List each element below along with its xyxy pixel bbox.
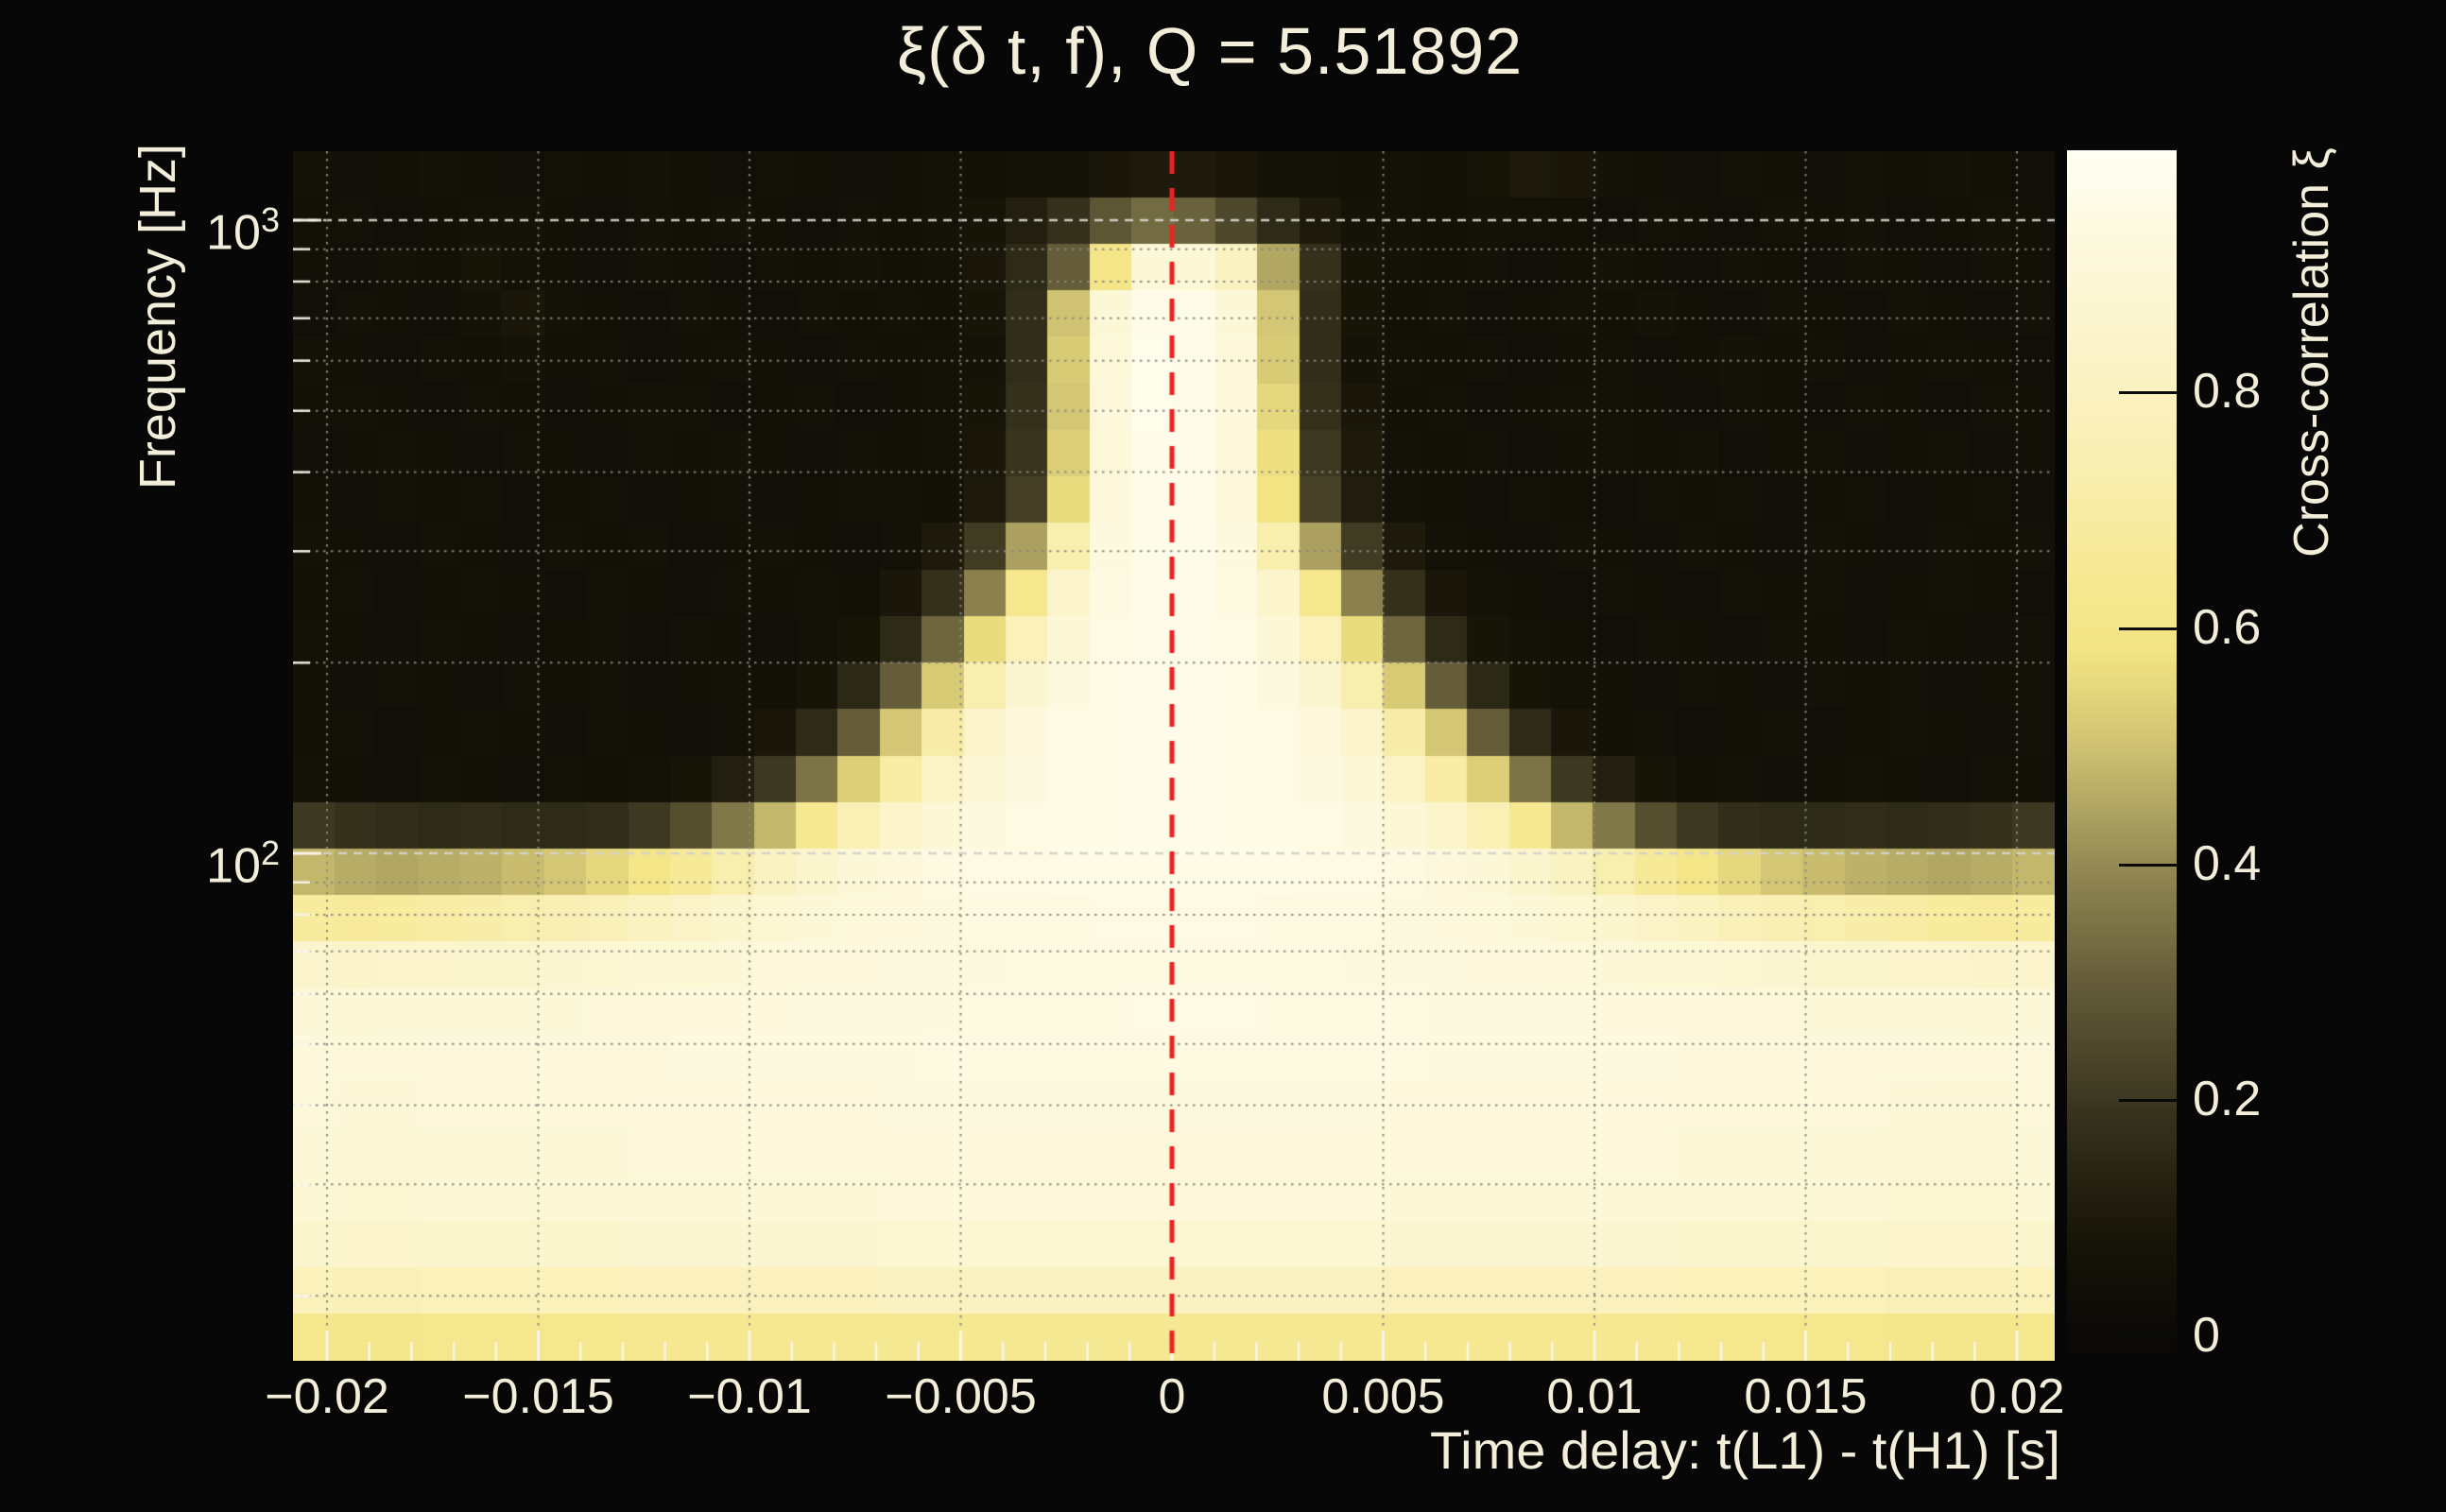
colorbar-tick-label: 0 xyxy=(2193,1308,2220,1363)
x-tick-label: −0.005 xyxy=(885,1369,1037,1424)
y-axis-title: Frequency [Hz] xyxy=(129,143,186,490)
x-tick-label: −0.015 xyxy=(462,1369,614,1424)
page-title: ξ(δ t, f), Q = 5.51892 xyxy=(896,14,1524,88)
colorbar-tick-mark xyxy=(2119,391,2177,394)
colorbar-tick-label: 0.8 xyxy=(2193,364,2262,419)
y-tick-label: 102 xyxy=(206,833,280,894)
x-tick-label: 0.015 xyxy=(1744,1369,1868,1424)
x-tick-label: 0.01 xyxy=(1546,1369,1643,1424)
x-axis-title: Time delay: t(L1) - t(H1) [s] xyxy=(1430,1420,2060,1480)
x-tick-label: 0.005 xyxy=(1321,1369,1445,1424)
colorbar-tick-mark xyxy=(2119,1335,2177,1338)
colorbar-tick-label: 0.2 xyxy=(2193,1072,2262,1126)
y-tick-label: 103 xyxy=(206,200,280,261)
x-tick-label: −0.01 xyxy=(687,1369,812,1424)
colorbar-title: Cross-correlation ξ xyxy=(2284,147,2339,558)
colorbar-canvas xyxy=(2067,150,2177,1353)
x-tick-label: 0 xyxy=(1158,1369,1186,1424)
x-tick-label: 0.02 xyxy=(1969,1369,2065,1424)
colorbar-tick-label: 0.4 xyxy=(2193,836,2262,891)
colorbar-tick-label: 0.6 xyxy=(2193,600,2262,655)
x-tick-label: −0.02 xyxy=(265,1369,389,1424)
colorbar-tick-mark xyxy=(2119,627,2177,630)
heatmap-canvas xyxy=(293,151,2055,1361)
colorbar-tick-mark xyxy=(2119,1099,2177,1102)
colorbar-tick-mark xyxy=(2119,864,2177,867)
